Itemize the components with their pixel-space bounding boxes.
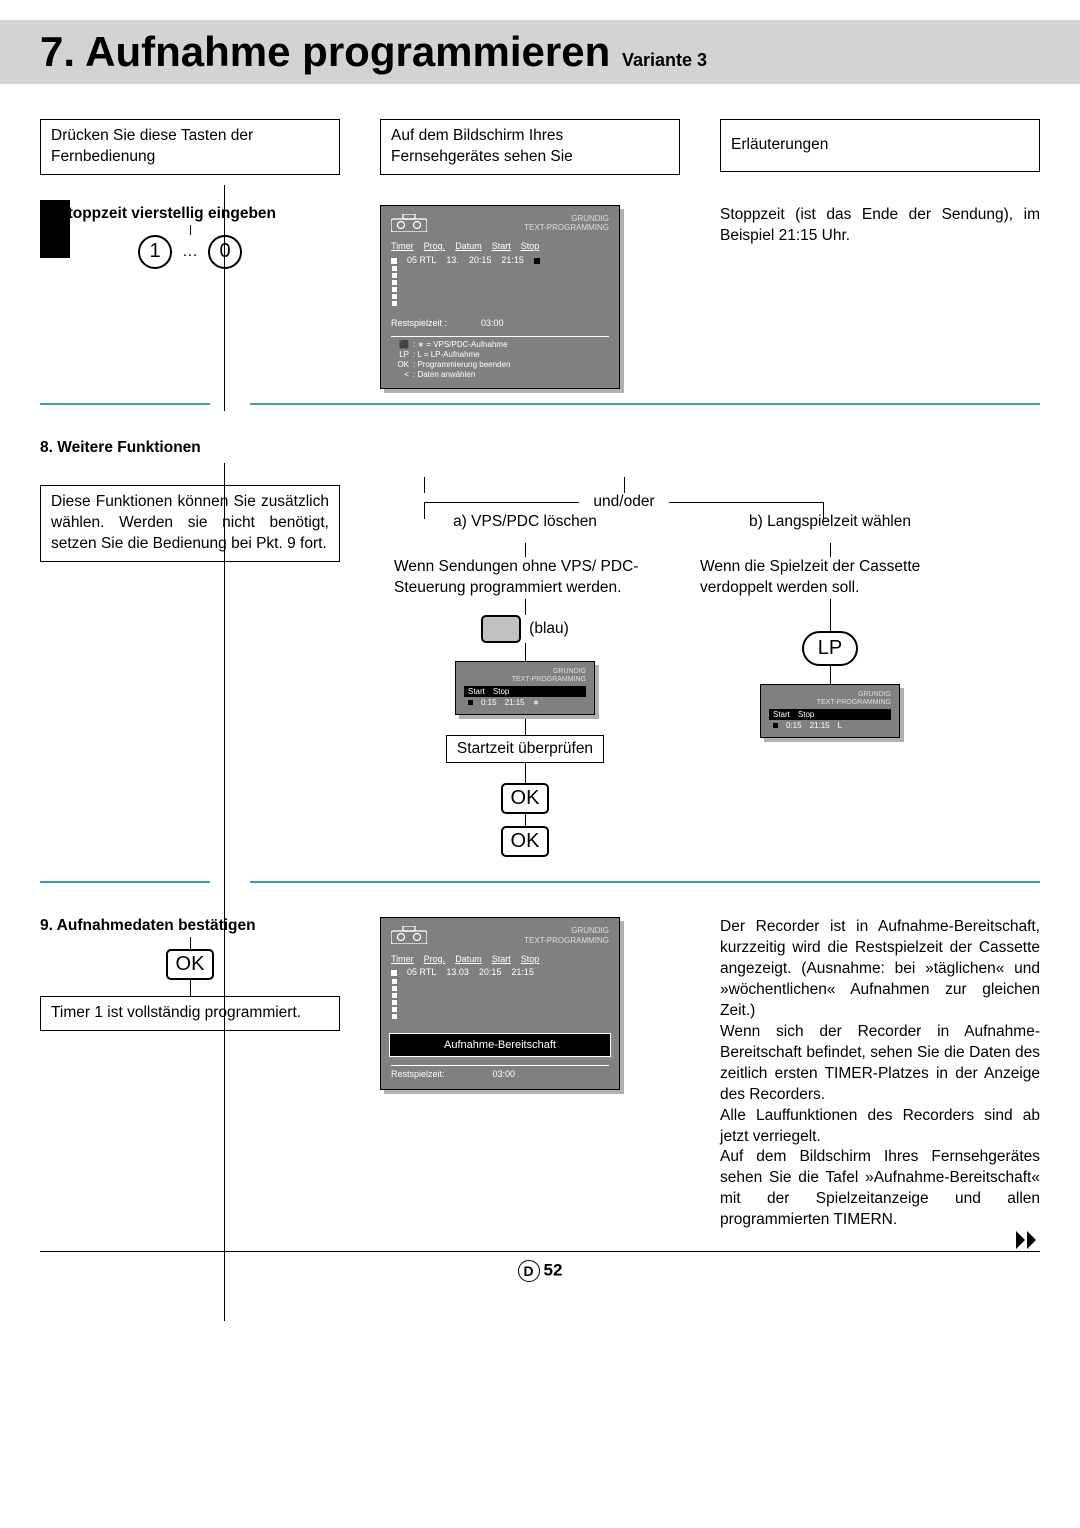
step7-title: 7. Stoppzeit vierstellig eingeben — [40, 205, 340, 223]
blau-label: (blau) — [529, 620, 569, 638]
cassette-icon — [391, 214, 427, 232]
step9-info: Timer 1 ist vollständig programmiert. — [40, 996, 340, 1031]
screen-brand: GRUNDIGTEXT-PROGRAMMING — [524, 214, 609, 233]
step7-explain: Stoppzeit (ist das Ende der Sendung), im… — [720, 205, 1040, 247]
key-ok-1[interactable]: OK — [501, 783, 550, 814]
screen-table-header: Timer Prog. Datum Start Stop — [391, 241, 609, 253]
header-left: Drücken Sie diese Tasten der Fernbedienu… — [40, 119, 340, 175]
key-ok-step9[interactable]: OK — [166, 949, 215, 980]
key-lp[interactable]: LP — [802, 631, 858, 666]
step8-title: 8. Weitere Funktionen — [40, 439, 1040, 457]
page-title: 7. Aufnahme programmieren Variante 3 — [40, 28, 1040, 76]
key-0[interactable]: 0 — [208, 235, 242, 269]
step8a-text: Wenn Sendungen ohne VPS/ PDC-Steuerung p… — [380, 557, 670, 599]
title-bar: 7. Aufnahme programmieren Variante 3 — [0, 20, 1080, 84]
screen-step7: GRUNDIGTEXT-PROGRAMMING Timer Prog. Datu… — [380, 205, 620, 389]
step9-title: 9. Aufnahmedaten bestätigen — [40, 917, 340, 935]
step8a-label: a) VPS/PDC löschen — [380, 513, 670, 531]
screen-legend: ⬛: ∗ = VPS/PDC-Aufnahme LP: L = LP-Aufna… — [391, 340, 609, 380]
cassette-icon — [391, 926, 427, 944]
header-middle: Auf dem Bildschirm Ihres Fernsehgerätes … — [380, 119, 680, 175]
screen-step9: GRUNDIGTEXT-PROGRAMMING Timer Prog. Datu… — [380, 917, 620, 1090]
page-number: D52 — [40, 1260, 1040, 1282]
screen-step8b: GRUNDIGTEXT-PROGRAMMING StartStop 0:1521… — [760, 684, 900, 738]
step8b-label: b) Langspielzeit wählen — [690, 513, 970, 531]
ellipsis: … — [182, 243, 198, 261]
header-right: Erläuterungen — [720, 119, 1040, 172]
key-blue[interactable] — [481, 615, 521, 643]
step9-explain: Der Recorder ist in Aufnahme-Bereitschaf… — [720, 917, 1040, 1231]
step8-info: Diese Funktionen können Sie zusätzlich w… — [40, 485, 340, 562]
startzeit-label: Startzeit überprüfen — [446, 735, 604, 763]
screen-step8a: GRUNDIGTEXT-PROGRAMMING StartStop 0:1521… — [455, 661, 595, 715]
step8b-text: Wenn die Spielzeit der Cassette verdoppe… — [690, 557, 970, 599]
screen-table-row: 05 RTL 13. 20:15 21:15 — [391, 255, 609, 267]
key-1[interactable]: 1 — [138, 235, 172, 269]
forward-icon — [1014, 1226, 1040, 1258]
screen-restspielzeit: Restspielzeit : 03:00 — [391, 318, 609, 330]
key-ok-2[interactable]: OK — [501, 826, 550, 857]
ready-box: Aufnahme-Bereitschaft — [389, 1033, 611, 1057]
